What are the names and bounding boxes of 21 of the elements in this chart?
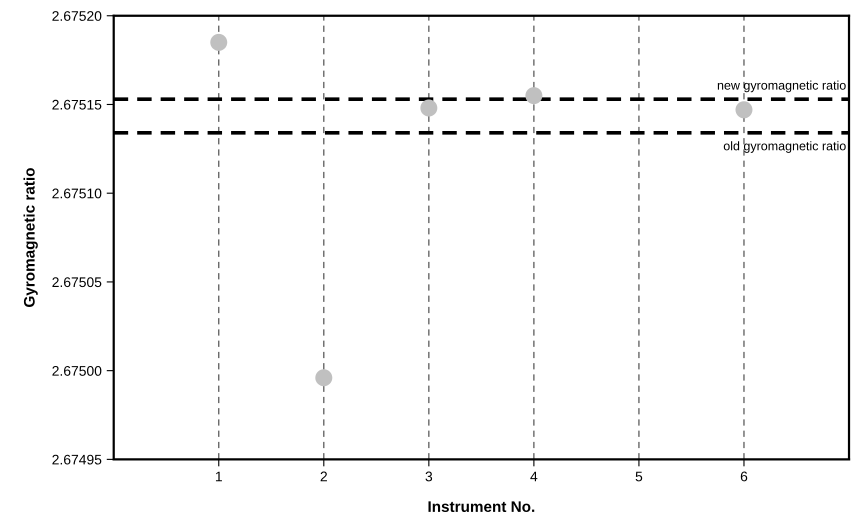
y-tick-label: 2.67505 — [52, 277, 102, 288]
y-tick-label: 2.67495 — [52, 454, 102, 465]
y-tick-label: 2.67500 — [52, 366, 102, 376]
x-tick-label: 6 — [740, 472, 748, 482]
point — [525, 87, 542, 104]
point — [315, 369, 332, 386]
point — [210, 34, 228, 51]
y-tick-label: 2.67515 — [52, 100, 102, 110]
x-tick-label: 5 — [636, 472, 642, 482]
x-tick-label: 4 — [530, 472, 538, 482]
x-tick-label: 3 — [426, 472, 432, 482]
y-tick-label: 2.67510 — [52, 188, 102, 198]
x-axis-title: Instrument No. — [428, 501, 534, 512]
y-axis-title: Gyromagnetic ratio — [24, 168, 38, 307]
point — [735, 101, 752, 118]
y-tick-label: 2.67520 — [52, 11, 102, 21]
ref-line-label: old gyromagnetic ratio — [724, 141, 846, 153]
x-tick-label: 1 — [216, 472, 222, 482]
ref-line-label: new gyromagnetic ratio — [718, 80, 846, 92]
x-tick-label: 2 — [320, 472, 327, 482]
point — [420, 100, 438, 117]
